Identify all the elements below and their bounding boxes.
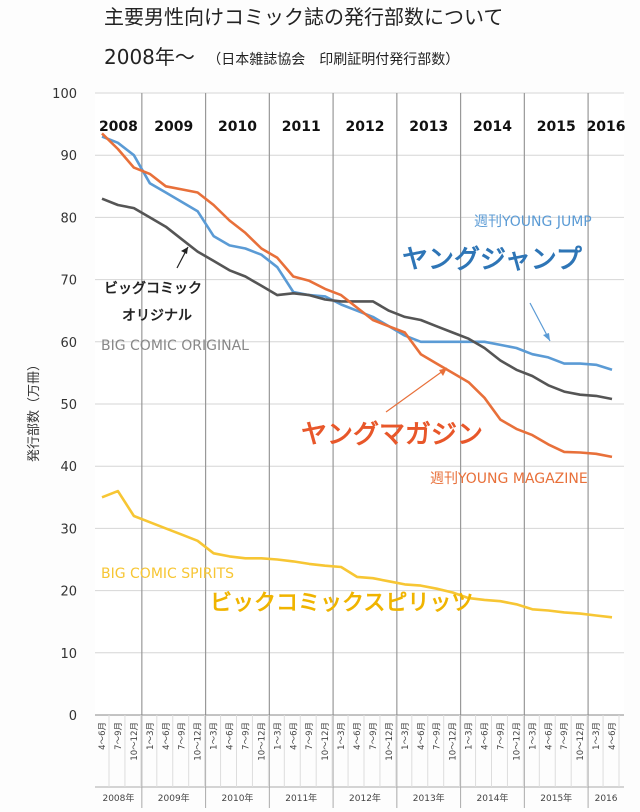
y-tick-label: 0 (69, 709, 77, 724)
year-label-bottom: 2011年 (285, 792, 317, 804)
ym-label-jp: ヤングマガジン (301, 420, 483, 450)
y-tick-label: 40 (60, 460, 77, 475)
subtitle-main: 2008年〜 (104, 45, 195, 69)
series-line (101, 132, 613, 459)
year-label-bottom: 2009年 (158, 792, 190, 804)
y-tick-label: 30 (60, 522, 77, 537)
quarter-label: 1〜3月 (592, 722, 602, 750)
quarter-label: 10〜12月 (194, 722, 204, 761)
year-label-bottom: 2013年 (413, 792, 445, 804)
ym-arrow (385, 367, 448, 413)
series-line (101, 135, 613, 372)
year-label-top: 2015 (537, 119, 576, 135)
year-label-bottom: 2008年 (102, 792, 134, 804)
x-axis: 4〜6月 7〜9月 10〜12月 1〜3月 4〜6月 7〜9月 10〜12月 1〜3月 4〜6月… (95, 714, 624, 808)
bco-arrow-head (181, 247, 188, 254)
y-tick-label: 60 (60, 336, 77, 351)
quarter-label: 4〜6月 (98, 722, 108, 750)
quarter-label: 7〜9月 (241, 722, 251, 750)
year-label-top: 2013 (409, 119, 448, 135)
quarter-label: 7〜9月 (433, 722, 443, 750)
quarter-label: 10〜12月 (130, 722, 140, 761)
y-tick-label: 70 (60, 274, 77, 289)
year-label-bottom: 2010年 (222, 792, 254, 804)
year-label-top: 2014 (473, 119, 512, 135)
quarter-label: 10〜12月 (321, 722, 331, 761)
y-tick-label: 10 (60, 647, 77, 662)
bcs-label-jp: ビックコミックスピリッツ (210, 591, 473, 616)
year-label-bottom: 2012年 (349, 792, 381, 804)
year-label-top: 2011 (282, 119, 321, 135)
quarter-label: 4〜6月 (608, 722, 618, 750)
bco-label-jp2: オリジナル (122, 308, 192, 324)
quarter-label: 10〜12月 (512, 722, 522, 761)
ym-label-en: 週刊YOUNG MAGAZINE (430, 471, 588, 487)
yj-label-jp: ヤングジャンプ (402, 245, 583, 275)
year-label-bottom: 2016 (595, 794, 618, 804)
quarter-label: 1〜3月 (273, 722, 283, 750)
quarter-label: 4〜6月 (162, 722, 172, 750)
chart-subtitle: 2008年〜 （日本雑誌協会 印刷証明付発行部数） (104, 45, 459, 69)
quarter-label: 1〜3月 (401, 722, 411, 750)
year-label-top: 2008 (99, 119, 138, 135)
quarter-label: 7〜9月 (178, 722, 188, 750)
quarter-label: 4〜6月 (226, 722, 236, 750)
quarter-label: 10〜12月 (576, 722, 586, 761)
quarter-label: 10〜12月 (385, 722, 395, 761)
y-tick-label: 100 (52, 87, 77, 102)
year-labels-top: 2008 2009 2010 2011 2012 2013 2014 2015 2016 (99, 119, 626, 135)
quarter-label: 1〜3月 (210, 722, 220, 750)
y-axis-label: 発行部数（万冊） (27, 358, 42, 462)
quarter-label: 4〜6月 (417, 722, 427, 750)
quarter-label: 10〜12月 (257, 722, 267, 761)
quarter-label: 1〜3月 (528, 722, 538, 750)
subtitle-note: （日本雑誌協会 印刷証明付発行部数） (207, 52, 459, 68)
bco-label-en: BIG COMIC ORIGINAL (101, 338, 249, 354)
yj-arrow-head (543, 333, 550, 341)
series-lines (101, 132, 613, 619)
quarter-label: 7〜9月 (114, 722, 124, 750)
quarter-label: 4〜6月 (353, 722, 363, 750)
quarter-label: 1〜3月 (146, 722, 156, 750)
year-label-bottom: 2015年 (540, 792, 572, 804)
grid (95, 92, 624, 716)
y-tick-label: 80 (60, 211, 77, 226)
quarter-label: 7〜9月 (560, 722, 570, 750)
yj-label-en: 週刊YOUNG JUMP (474, 214, 592, 230)
bcs-label-en: BIG COMIC SPIRITS (101, 566, 234, 582)
y-axis: 0 10 20 30 40 50 60 70 80 90 100 (52, 87, 77, 724)
quarter-label: 4〜6月 (289, 722, 299, 750)
quarter-label: 10〜12月 (449, 722, 459, 761)
year-label-top: 2012 (345, 119, 384, 135)
quarter-label: 1〜3月 (465, 722, 475, 750)
chart-title: 主要男性向けコミック誌の発行部数について (104, 5, 503, 29)
y-tick-label: 90 (60, 149, 77, 164)
quarter-label: 4〜6月 (481, 722, 491, 750)
year-label-top: 2016 (587, 119, 626, 135)
quarter-label: 7〜9月 (305, 722, 315, 750)
quarter-label: 4〜6月 (544, 722, 554, 750)
y-tick-label: 20 (60, 585, 77, 600)
year-label-top: 2009 (154, 119, 193, 135)
series-line (101, 489, 613, 619)
bco-label-jp1: ビッグコミック (104, 280, 202, 297)
year-label-top: 2010 (218, 119, 257, 135)
quarter-label: 1〜3月 (337, 722, 347, 750)
y-tick-label: 50 (60, 398, 77, 413)
ym-arrow-head (439, 368, 447, 376)
series-line (101, 197, 613, 401)
quarter-label: 7〜9月 (369, 722, 379, 750)
year-label-bottom: 2014年 (477, 792, 509, 804)
quarter-label: 7〜9月 (496, 722, 506, 750)
